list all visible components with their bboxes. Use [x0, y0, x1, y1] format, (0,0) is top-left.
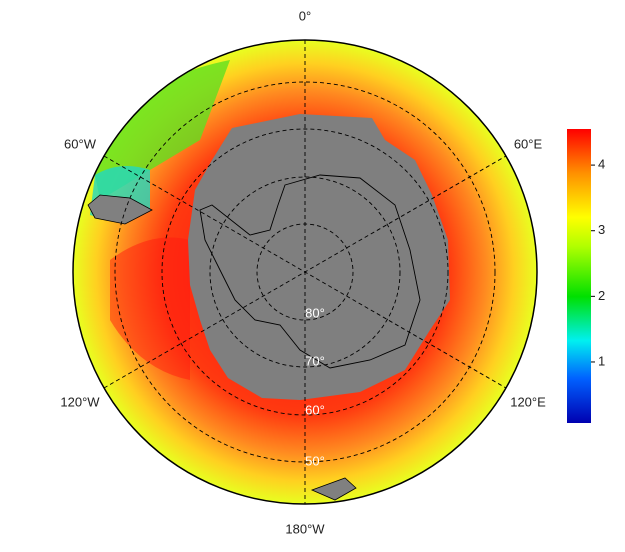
colorbar-tick-label: 1 — [598, 353, 605, 368]
latitude-label: 50° — [305, 453, 325, 468]
graticule — [103, 40, 507, 504]
land-south-america — [87, 194, 153, 225]
latitude-label: 70° — [305, 353, 325, 368]
longitude-label: 60°W — [64, 136, 97, 151]
latitude-label: 60° — [305, 402, 325, 417]
longitude-label: 60°E — [514, 136, 543, 151]
longitude-label: 0° — [299, 8, 311, 23]
green-patch — [90, 60, 230, 200]
longitude-label: 120°W — [60, 394, 100, 409]
colorbar-tick-label: 3 — [598, 222, 605, 237]
land-island — [310, 477, 357, 501]
coastline — [199, 174, 421, 369]
longitude-label: 120°E — [510, 394, 546, 409]
red-patch — [110, 237, 190, 380]
colorbar-ticks: 1 2 3 4 — [591, 157, 605, 368]
colorbar-tick-label: 2 — [598, 288, 605, 303]
longitude-label: 180°W — [285, 521, 325, 536]
map-border — [72, 39, 538, 505]
colorbar-tick-label: 4 — [598, 157, 605, 172]
latitude-label: 80° — [305, 305, 325, 320]
colorbar — [567, 129, 591, 423]
land-antarctica — [188, 114, 450, 400]
